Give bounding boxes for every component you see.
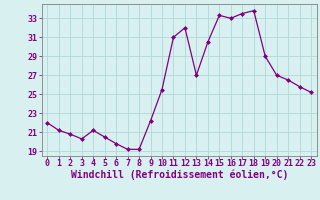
X-axis label: Windchill (Refroidissement éolien,°C): Windchill (Refroidissement éolien,°C) [70,169,288,180]
